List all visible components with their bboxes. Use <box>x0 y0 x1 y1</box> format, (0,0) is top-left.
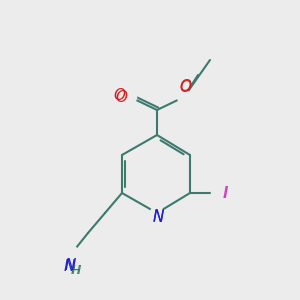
Text: N: N <box>65 257 76 272</box>
Text: I: I <box>224 185 229 200</box>
Circle shape <box>123 90 136 104</box>
Circle shape <box>65 246 79 260</box>
Text: H: H <box>72 263 81 277</box>
Text: O: O <box>179 79 191 94</box>
Text: H: H <box>70 264 80 278</box>
Text: O: O <box>115 89 127 104</box>
Text: I: I <box>223 185 227 200</box>
Text: O: O <box>179 80 191 95</box>
Text: N: N <box>63 259 75 274</box>
Text: N: N <box>153 210 164 225</box>
Circle shape <box>177 90 190 104</box>
Text: O: O <box>113 88 125 103</box>
Circle shape <box>150 206 164 220</box>
Text: N: N <box>153 209 164 224</box>
Circle shape <box>212 186 225 200</box>
